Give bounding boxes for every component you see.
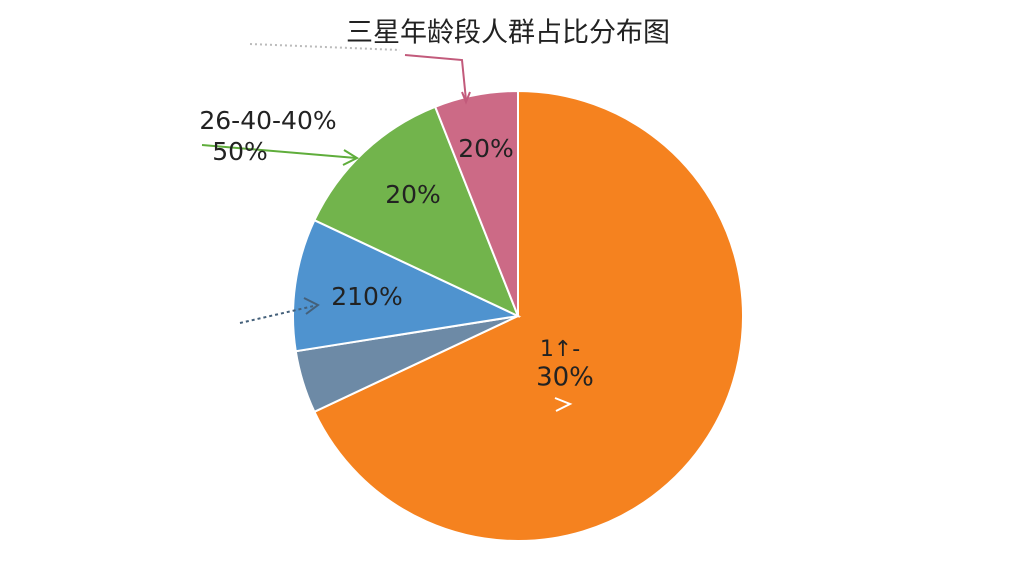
pie-slice [433, 89, 519, 317]
annotation: 26-40-40% [199, 106, 336, 135]
arrow [201, 144, 357, 159]
annotation: 20% [458, 134, 514, 163]
arrow [404, 54, 467, 101]
arrow [342, 149, 360, 166]
arrow [303, 297, 320, 315]
annotation: 210% [331, 282, 402, 311]
annotation: 30% [536, 363, 594, 393]
arrow [461, 91, 471, 105]
arrow [554, 397, 573, 412]
arrow [239, 304, 319, 324]
annotation: 50% [212, 137, 268, 166]
pie-slice [292, 218, 522, 353]
pie-slice [313, 105, 520, 318]
annotation: 20% [385, 180, 441, 209]
arrows [201, 43, 573, 412]
pie-slice [313, 89, 744, 542]
chart-title: 三星年龄段人群占比分布图 [346, 18, 670, 49]
annotation: 1↑- [540, 337, 580, 362]
leader [249, 43, 401, 51]
